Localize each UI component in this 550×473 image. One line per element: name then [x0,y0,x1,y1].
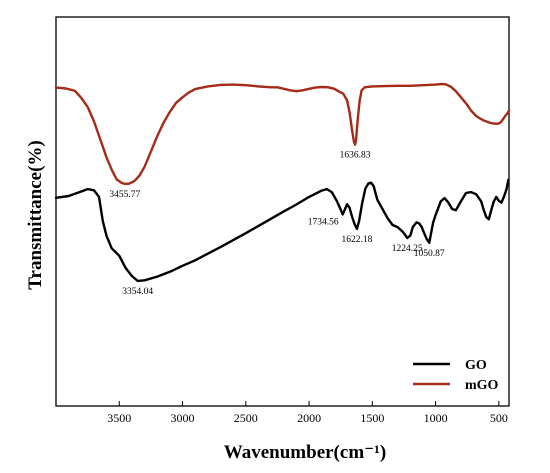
peak-label: 1734.56 [308,217,339,227]
x-tick-label: 500 [490,411,508,425]
x-axis-ticks: 3500 3000 2500 2000 1500 1000 500 [107,401,508,425]
peak-label: 1636.83 [340,151,371,161]
y-axis-title: Transmittance(%) [25,140,46,290]
x-tick-label: 3500 [107,411,131,425]
x-tick-label: 2000 [297,411,321,425]
series-line-mgo [54,82,511,186]
peak-label: 1224.25 [392,244,423,254]
series-lines [54,82,511,283]
peak-label: 3354.04 [122,287,153,297]
peak-label: 3455.77 [109,190,140,200]
peak-label: 1050.87 [414,249,445,259]
legend-label-go: GO [465,358,487,373]
x-tick-label: 1500 [360,411,384,425]
x-tick-label: 3000 [171,411,195,425]
x-tick-label: 2500 [234,411,258,425]
series-line-go [54,178,510,283]
peak-label: 1622.18 [341,235,372,245]
plot-frame [55,16,510,407]
legend: GO mGO [413,358,499,393]
x-tick-label: 1000 [424,411,448,425]
x-axis-title: Wavenumber(cm⁻¹) [224,442,386,463]
legend-label-mgo: mGO [465,378,499,393]
